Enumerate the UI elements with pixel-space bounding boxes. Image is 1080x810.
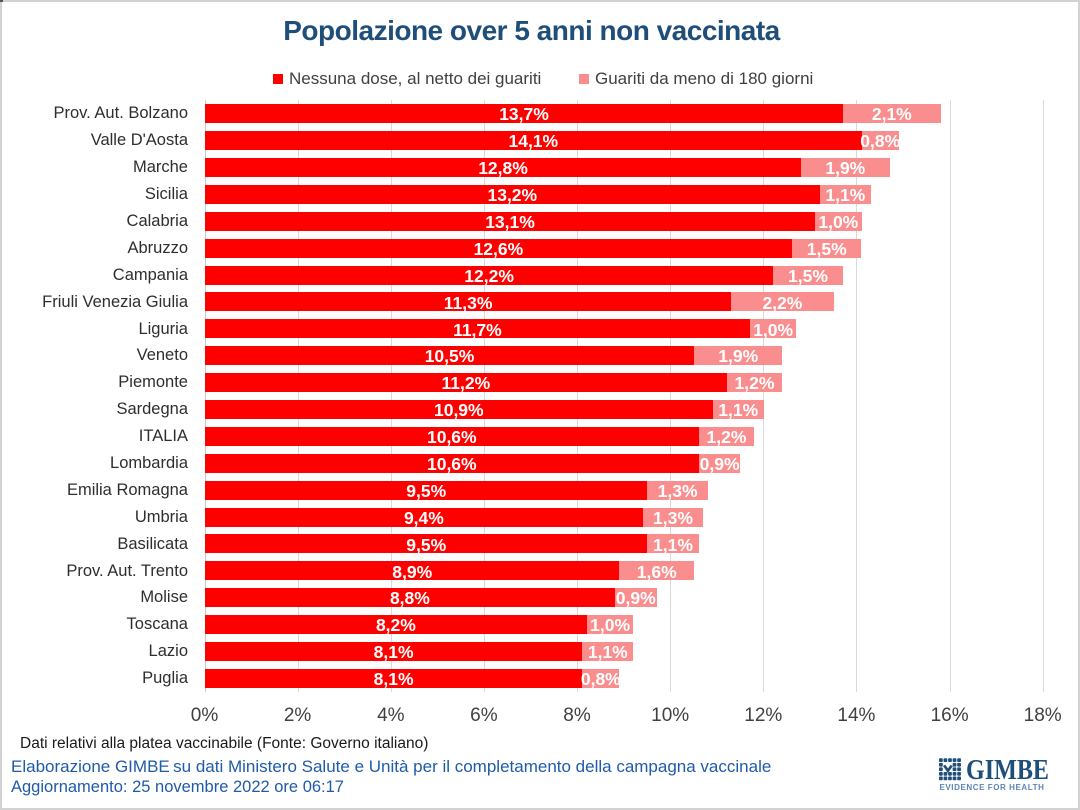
svg-text:GIMBE: GIMBE [966, 755, 1049, 786]
svg-text:EVIDENCE FOR HEALTH: EVIDENCE FOR HEALTH [940, 783, 1047, 792]
